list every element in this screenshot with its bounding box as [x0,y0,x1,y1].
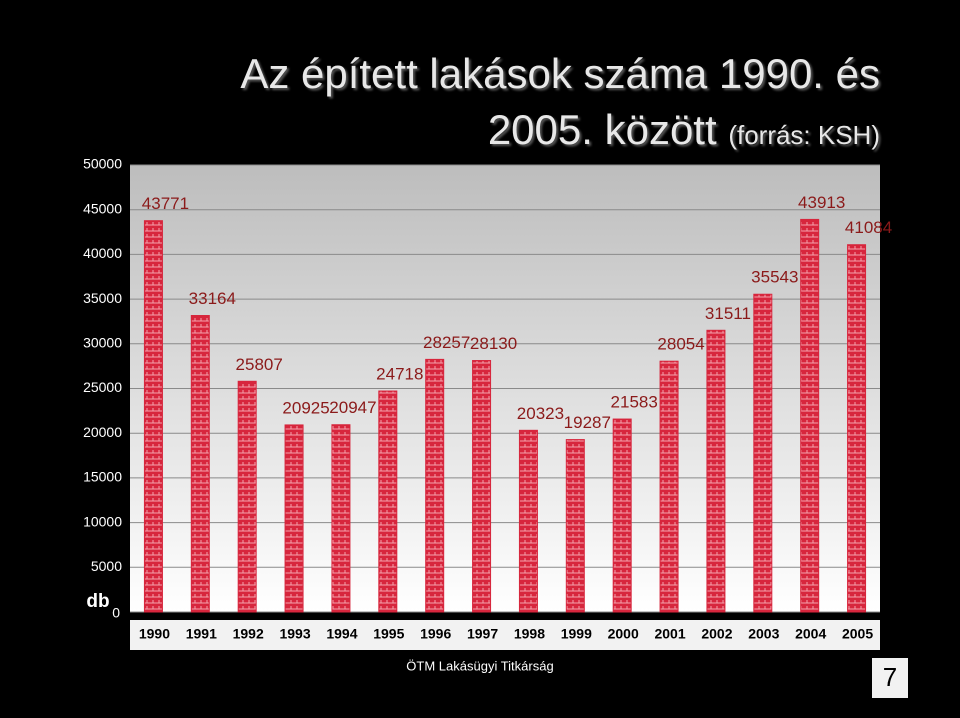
value-label: 43771 [142,194,189,213]
x-tick-label: 1995 [373,626,404,642]
chart-title: Az épített lakások száma 1990. és 2005. … [240,50,880,153]
x-tick-label: 1994 [326,626,357,642]
y-tick-label: 15000 [83,469,122,485]
value-label: 24718 [376,365,423,384]
title-box: Az épített lakások száma 1990. és 2005. … [140,46,880,163]
value-label: 43913 [798,193,845,212]
bar [565,439,585,613]
bar [143,220,163,613]
value-label: 35543 [751,268,798,287]
value-label: 33164 [189,289,236,308]
bar [518,429,538,613]
value-label: 41084 [845,218,892,237]
y-tick-label: 20000 [83,424,122,440]
bar [800,218,820,613]
bar [331,424,351,613]
footer: ÖTM Lakásügyi Titkárság [406,658,553,673]
value-label: 20947 [329,398,376,417]
value-label: 19287 [564,413,611,432]
y-tick-label: 25000 [83,379,122,395]
x-tick-label: 2005 [842,626,873,642]
bar [472,360,492,613]
chart-subtitle: (forrás: KSH) [728,120,880,150]
x-tick-label: 1992 [233,626,264,642]
bar [237,380,257,613]
value-label: 31511 [705,304,751,323]
y-tick-label: 5000 [91,558,122,574]
x-tick-label: 1998 [514,626,545,642]
value-label: 28130 [470,334,517,353]
y-axis-label: db [86,591,109,612]
bar [425,358,445,613]
y-tick-label: 0 [112,605,120,621]
x-tick-label: 2002 [701,626,732,642]
y-tick-label: 10000 [83,513,122,529]
page-box [872,658,908,698]
y-tick-label: 35000 [83,290,122,306]
bar [378,390,398,613]
y-tick-label: 45000 [83,200,122,216]
x-tick-label: 1991 [186,626,217,642]
bar [753,293,773,613]
bar [190,315,210,613]
x-tick-label: 1999 [561,626,592,642]
x-tick-label: 2003 [748,626,779,642]
axis-strip [130,620,880,650]
value-label: 28054 [657,335,704,354]
bar [284,424,304,613]
x-tick-label: 1996 [420,626,451,642]
page-number: 7 [883,662,897,692]
x-tick-label: 1993 [279,626,310,642]
value-label: 20323 [517,404,564,423]
bar [847,244,867,613]
y-tick-label: 30000 [83,335,122,351]
y-tick-label: 40000 [83,245,122,261]
x-tick-label: 1990 [139,626,170,642]
value-label: 21583 [611,393,658,412]
bar [706,329,726,613]
value-label: 28257 [423,333,470,352]
bar [612,418,632,613]
x-tick-label: 1997 [467,626,498,642]
value-label: 25807 [236,355,283,374]
x-tick-label: 2000 [608,626,639,642]
x-tick-label: 2004 [795,626,826,642]
bar [659,360,679,613]
value-label: 20925 [282,398,329,417]
y-tick-label: 50000 [83,156,122,172]
x-tick-label: 2001 [654,626,685,642]
